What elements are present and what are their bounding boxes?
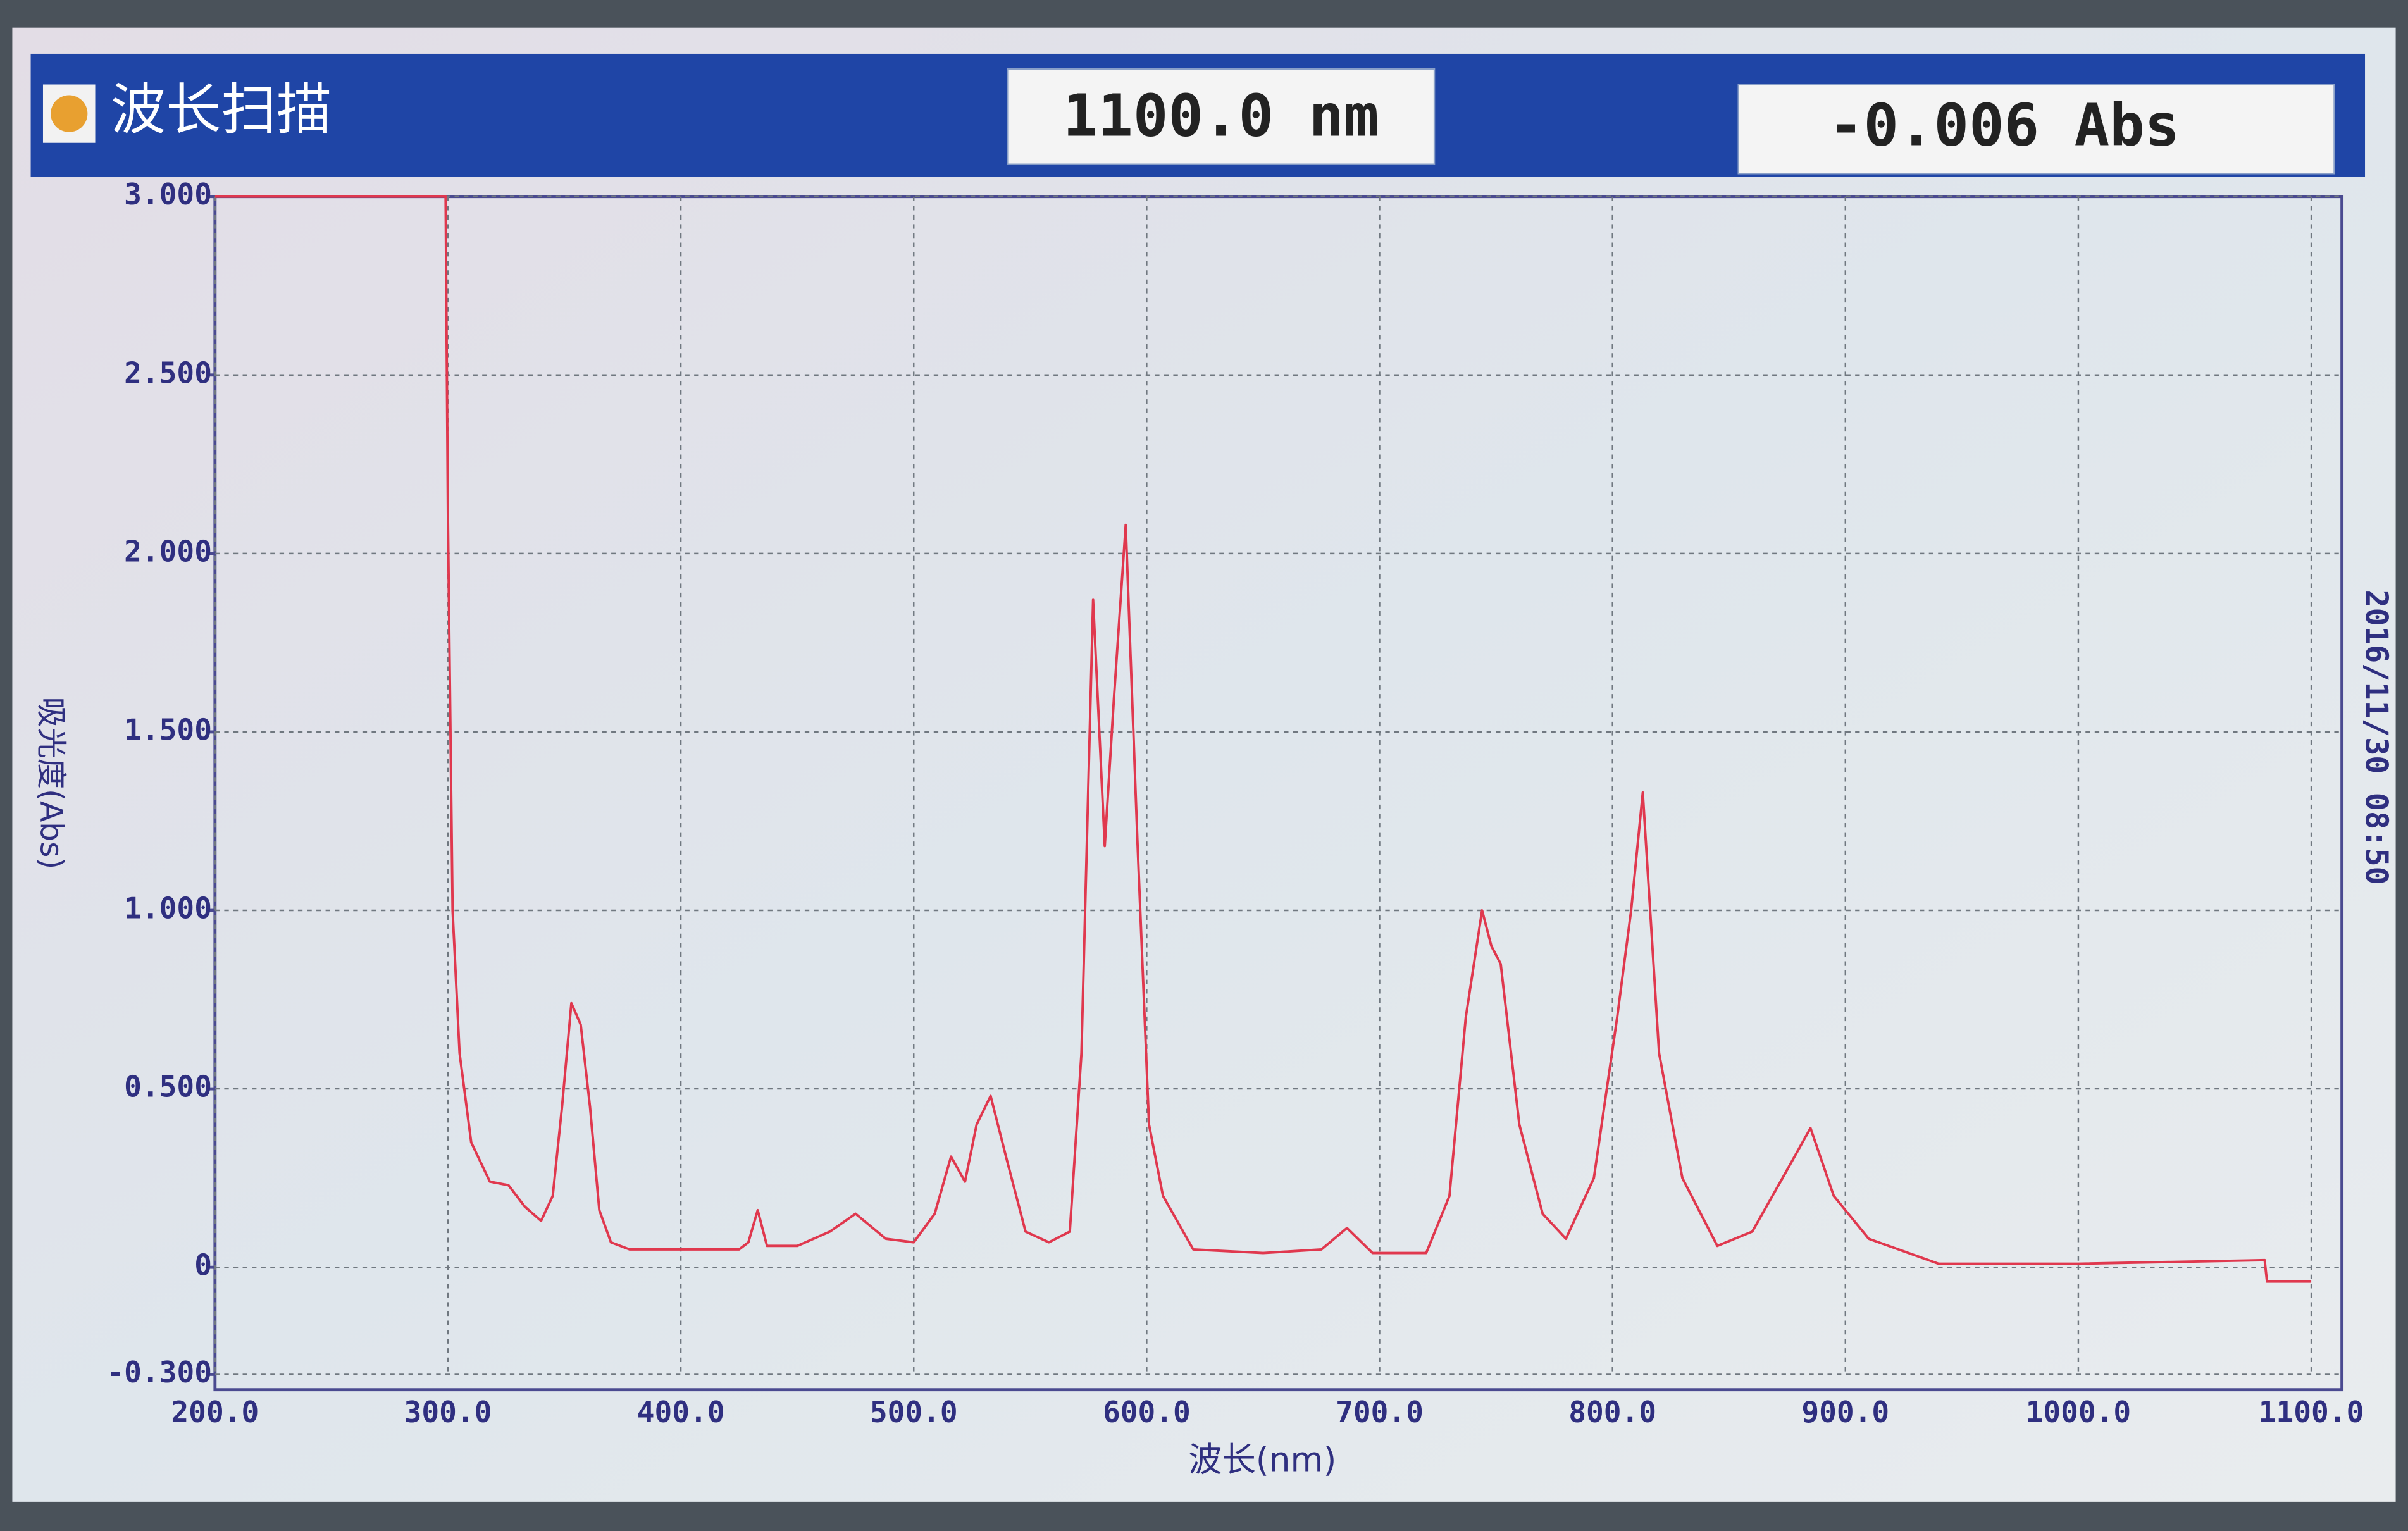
x-tick-label: 600.0 (1103, 1395, 1191, 1429)
x-tick-label: 1100.0 (2259, 1395, 2364, 1429)
y-tick-label: 2.000 (124, 534, 212, 568)
app-icon-dot (51, 95, 88, 132)
wavelength-box (1007, 68, 1436, 165)
y-tick-label: 3.000 (124, 177, 212, 211)
x-axis-label: 波长(nm) (1188, 1439, 1336, 1479)
y-tick-label: -0.300 (106, 1355, 212, 1389)
y-tick-label: 0.500 (124, 1070, 212, 1104)
x-tick-label: 200.0 (171, 1395, 259, 1429)
x-tick-label: 500.0 (870, 1395, 958, 1429)
y-tick-label: 1.500 (124, 712, 212, 747)
absorbance-readout: -0.006 Abs (1828, 90, 2180, 159)
x-tick-label: 1000.0 (2026, 1395, 2132, 1429)
y-tick-label: 2.500 (124, 356, 212, 390)
x-tick-label: 300.0 (404, 1395, 492, 1429)
timestamp: 2016/11/30 08:50 (2359, 589, 2394, 885)
x-tick-label: 800.0 (1568, 1395, 1656, 1429)
app-title: 波长扫描 (111, 78, 332, 142)
spectrum-line (214, 195, 2312, 1283)
y-axis-label: 吸光度(Abs) (34, 697, 69, 870)
y-tick-label: 1.000 (124, 891, 212, 926)
x-tick-label: 900.0 (1801, 1395, 1889, 1429)
absorbance-box (1737, 84, 2335, 175)
x-tick-label: 700.0 (1336, 1395, 1424, 1429)
y-tick-label: 0 (194, 1248, 212, 1282)
wavelength-readout: 1100.0 nm (1063, 82, 1379, 150)
x-tick-label: 400.0 (637, 1395, 725, 1429)
display (12, 27, 2396, 1502)
